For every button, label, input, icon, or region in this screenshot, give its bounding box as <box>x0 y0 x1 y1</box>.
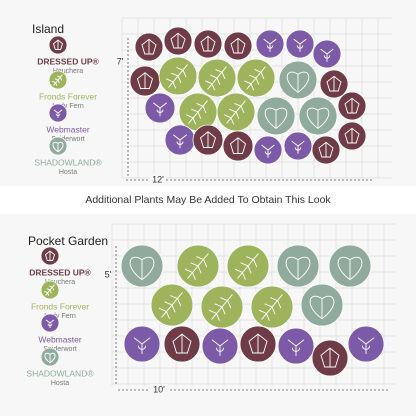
banner-band <box>0 186 416 214</box>
legend-plant: Spiderwort <box>51 136 85 143</box>
fern-icon <box>44 284 55 297</box>
heuchera-icon <box>320 347 340 368</box>
legend-plant: Spiderwort <box>43 346 77 353</box>
spiderwort-icon <box>211 339 229 356</box>
heuchera-icon <box>248 333 268 354</box>
heuchera-icon <box>170 32 186 49</box>
spiderwort-icon <box>357 337 375 354</box>
heuchera-icon <box>229 137 247 154</box>
spiderwort-icon <box>261 144 275 158</box>
fern-icon <box>158 292 183 319</box>
spiderwort-icon <box>263 38 277 52</box>
section-title: Pocket Garden <box>28 234 108 248</box>
legend: DRESSED UP® Heuchera Fronds Forever Lady Fe… <box>26 35 102 387</box>
spiderwort-icon <box>291 140 305 154</box>
fern-icon <box>166 64 188 89</box>
spiderwort-icon <box>53 109 63 118</box>
legend-plant: Heuchera <box>45 279 75 286</box>
label-bg <box>150 384 168 396</box>
legend-plant: Hosta <box>59 169 77 176</box>
hosta-icon <box>129 256 155 281</box>
hosta-icon <box>337 256 363 281</box>
fern-icon <box>234 253 259 280</box>
legend-plant: Lady Fern <box>52 103 84 110</box>
heuchera-icon <box>199 131 217 148</box>
legend-plant: Lady Fern <box>44 313 76 320</box>
hosta-icon <box>286 71 310 93</box>
banner-text: Additional Plants May Be Added To Obtain… <box>85 194 331 206</box>
spiderwort-icon <box>152 102 168 117</box>
heuchera-icon <box>136 72 154 89</box>
heuchera-icon <box>344 97 360 114</box>
heuchera-icon <box>44 250 56 261</box>
section-title: Island <box>32 22 64 36</box>
legend-name: SHADOWLAND® <box>26 368 94 378</box>
fern-icon <box>184 253 209 280</box>
legend-name: DRESSED UP® <box>29 267 91 277</box>
fern-icon <box>186 100 208 125</box>
heuchera-icon <box>141 38 157 55</box>
fern-icon <box>258 294 283 321</box>
heuchera-icon <box>52 39 64 50</box>
fern-icon <box>205 66 227 91</box>
heuchera-icon <box>326 75 342 92</box>
dimension-label: 10' <box>153 384 165 394</box>
spiderwort-icon <box>293 38 307 52</box>
fern-icon <box>244 66 266 91</box>
legend-plant: Heuchera <box>53 68 83 75</box>
spiderwort-icon <box>287 339 305 356</box>
dimension-label: 7' <box>117 56 124 66</box>
spiderwort-icon <box>320 48 334 62</box>
hosta-icon <box>285 256 311 281</box>
heuchera-icon <box>200 35 216 52</box>
heuchera-icon <box>230 37 246 54</box>
legend-name: DRESSED UP® <box>37 56 99 66</box>
heuchera-icon <box>318 141 334 158</box>
spiderwort-icon <box>45 319 55 328</box>
legend-plant: Hosta <box>51 380 69 387</box>
heuchera-icon <box>172 333 192 354</box>
hosta-icon <box>44 352 56 364</box>
dimension-label: 5' <box>105 269 112 279</box>
hosta-icon <box>52 141 64 153</box>
legend-name: Fronds Forever <box>39 91 97 101</box>
dimension-label: 12' <box>152 174 164 184</box>
spiderwort-icon <box>172 134 188 149</box>
fern-icon <box>224 100 246 125</box>
plants <box>120 26 385 377</box>
spiderwort-icon <box>133 337 151 354</box>
legend-name: Webmaster <box>46 124 89 134</box>
legend-name: Fronds Forever <box>31 301 89 311</box>
legend-name: Webmaster <box>38 334 81 344</box>
fern-icon <box>208 294 233 321</box>
fern-icon <box>52 74 63 87</box>
label-bg <box>150 174 166 186</box>
hosta-icon <box>264 107 288 129</box>
hosta-icon <box>306 107 330 129</box>
hosta-icon <box>309 295 335 320</box>
heuchera-icon <box>344 127 360 144</box>
legend-name: SHADOWLAND® <box>34 157 102 167</box>
